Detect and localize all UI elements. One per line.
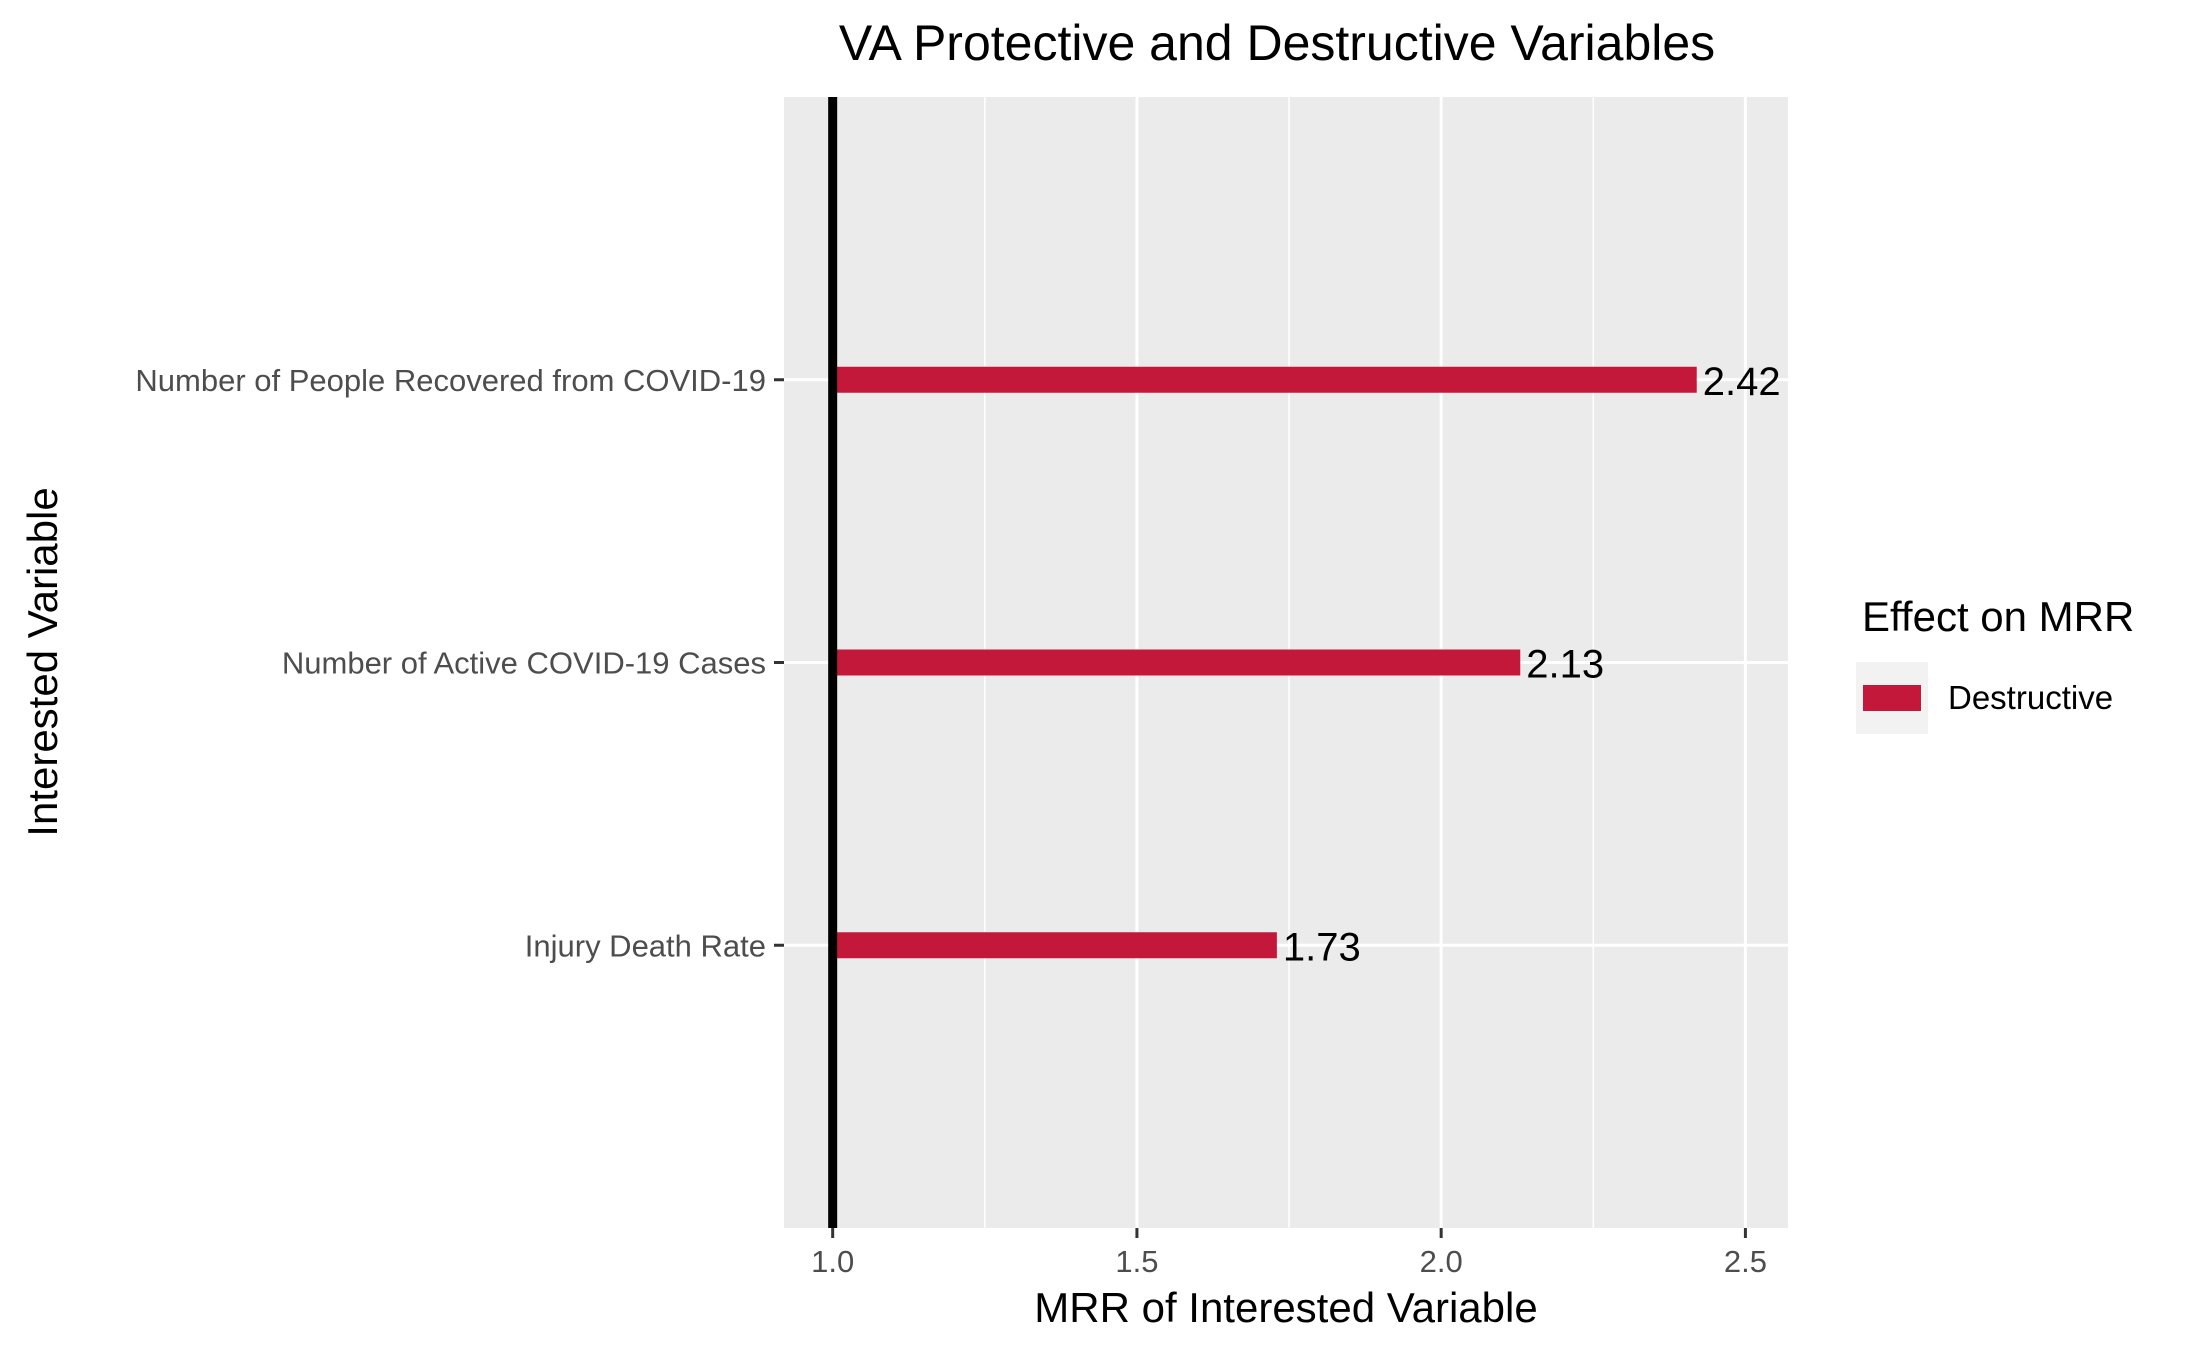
bar <box>832 932 1277 959</box>
data-label: 2.13 <box>1526 643 1604 687</box>
data-label: 1.73 <box>1283 925 1361 969</box>
bar <box>832 366 1697 393</box>
bars <box>832 366 1697 959</box>
legend-title: Effect on MRR <box>1862 593 2134 640</box>
chart-title: VA Protective and Destructive Variables <box>839 15 1715 71</box>
data-label: 2.42 <box>1703 360 1781 404</box>
x-axis: 1.0 1.5 2.0 2.5 <box>811 1228 1767 1279</box>
x-tick-label: 2.5 <box>1724 1244 1767 1279</box>
bar <box>832 649 1521 676</box>
legend-entry-label: Destructive <box>1948 679 2113 716</box>
y-tick-label: Number of Active COVID-19 Cases <box>282 646 766 681</box>
x-tick-label: 1.5 <box>1115 1244 1158 1279</box>
legend-entries: Destructive <box>1856 662 2113 734</box>
x-tick-label: 2.0 <box>1420 1244 1463 1279</box>
y-axis: Number of People Recovered from COVID-19… <box>135 363 784 963</box>
y-tick-label: Injury Death Rate <box>525 928 766 963</box>
y-tick-label: Number of People Recovered from COVID-19 <box>135 363 766 398</box>
x-axis-title: MRR of Interested Variable <box>1034 1284 1537 1331</box>
y-axis-title: Interested Variable <box>19 487 66 836</box>
x-tick-label: 1.0 <box>811 1244 854 1279</box>
legend-key-swatch <box>1863 685 1921 711</box>
data-labels: 2.42 2.13 1.73 <box>1283 360 1781 970</box>
legend: Effect on MRR Destructive <box>1856 593 2134 734</box>
